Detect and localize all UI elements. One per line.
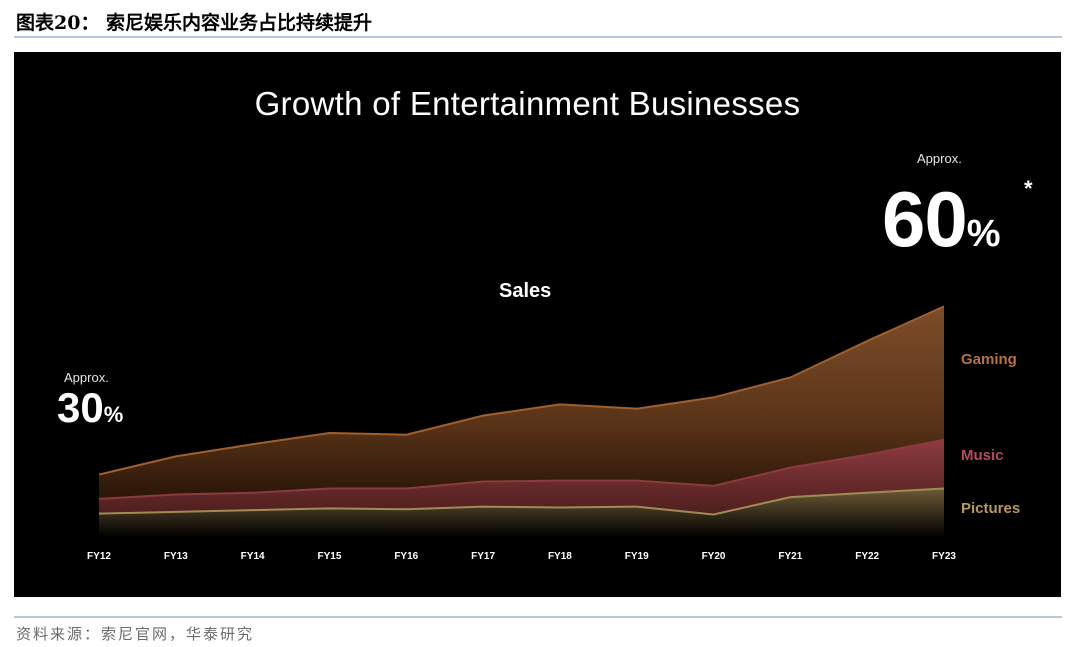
chart-panel: FY12 FY13 FY14 FY15 FY16 FY17 FY18 FY19 FY20 FY21… <box>14 52 1061 597</box>
area-pictures <box>99 488 944 537</box>
left-approx-label: Approx. <box>64 370 109 385</box>
x-tick-label: FY16 <box>394 551 418 562</box>
footnote-asterisk: * <box>1024 176 1033 201</box>
left-share-number: 30 <box>57 384 104 431</box>
x-tick-label: FY21 <box>778 551 802 562</box>
x-tick-label: FY20 <box>702 551 726 562</box>
top-divider <box>14 36 1062 38</box>
right-share-number: 60 <box>882 175 968 263</box>
x-tick-label: FY23 <box>932 551 956 562</box>
area-gaming <box>99 306 944 499</box>
line-pictures <box>98 487 945 516</box>
legend-gaming: Gaming <box>961 351 1017 368</box>
legend-music: Music <box>961 447 1004 464</box>
bottom-divider <box>14 616 1062 618</box>
x-tick-label: FY22 <box>855 551 879 562</box>
figure-title: 图表20： 索尼娱乐内容业务占比持续提升 <box>16 12 373 34</box>
area-chart: FY12 FY13 FY14 FY15 FY16 FY17 FY18 FY19 FY20 FY21… <box>87 305 956 562</box>
line-gaming <box>98 305 945 476</box>
legend-pictures: Pictures <box>961 500 1021 517</box>
right-share-value: 60% <box>882 180 1001 258</box>
left-share-value: 30% <box>57 387 123 429</box>
right-share-unit: % <box>966 213 1001 255</box>
x-tick-label: FY12 <box>87 551 111 562</box>
source-note: 资料来源：索尼官网，华泰研究 <box>16 625 255 643</box>
x-tick-label: FY15 <box>318 551 342 562</box>
x-tick-label: FY14 <box>241 551 265 562</box>
line-music <box>98 438 945 500</box>
x-tick-label: FY13 <box>164 551 188 562</box>
chart-title: Growth of Entertainment Businesses <box>254 85 801 122</box>
x-tick-label: FY18 <box>548 551 572 562</box>
area-music <box>99 439 944 515</box>
x-tick-label: FY17 <box>471 551 495 562</box>
sales-label: Sales <box>499 280 552 302</box>
x-tick-label: FY19 <box>625 551 649 562</box>
left-share-unit: % <box>103 402 124 427</box>
right-approx-label: Approx. <box>917 151 962 166</box>
